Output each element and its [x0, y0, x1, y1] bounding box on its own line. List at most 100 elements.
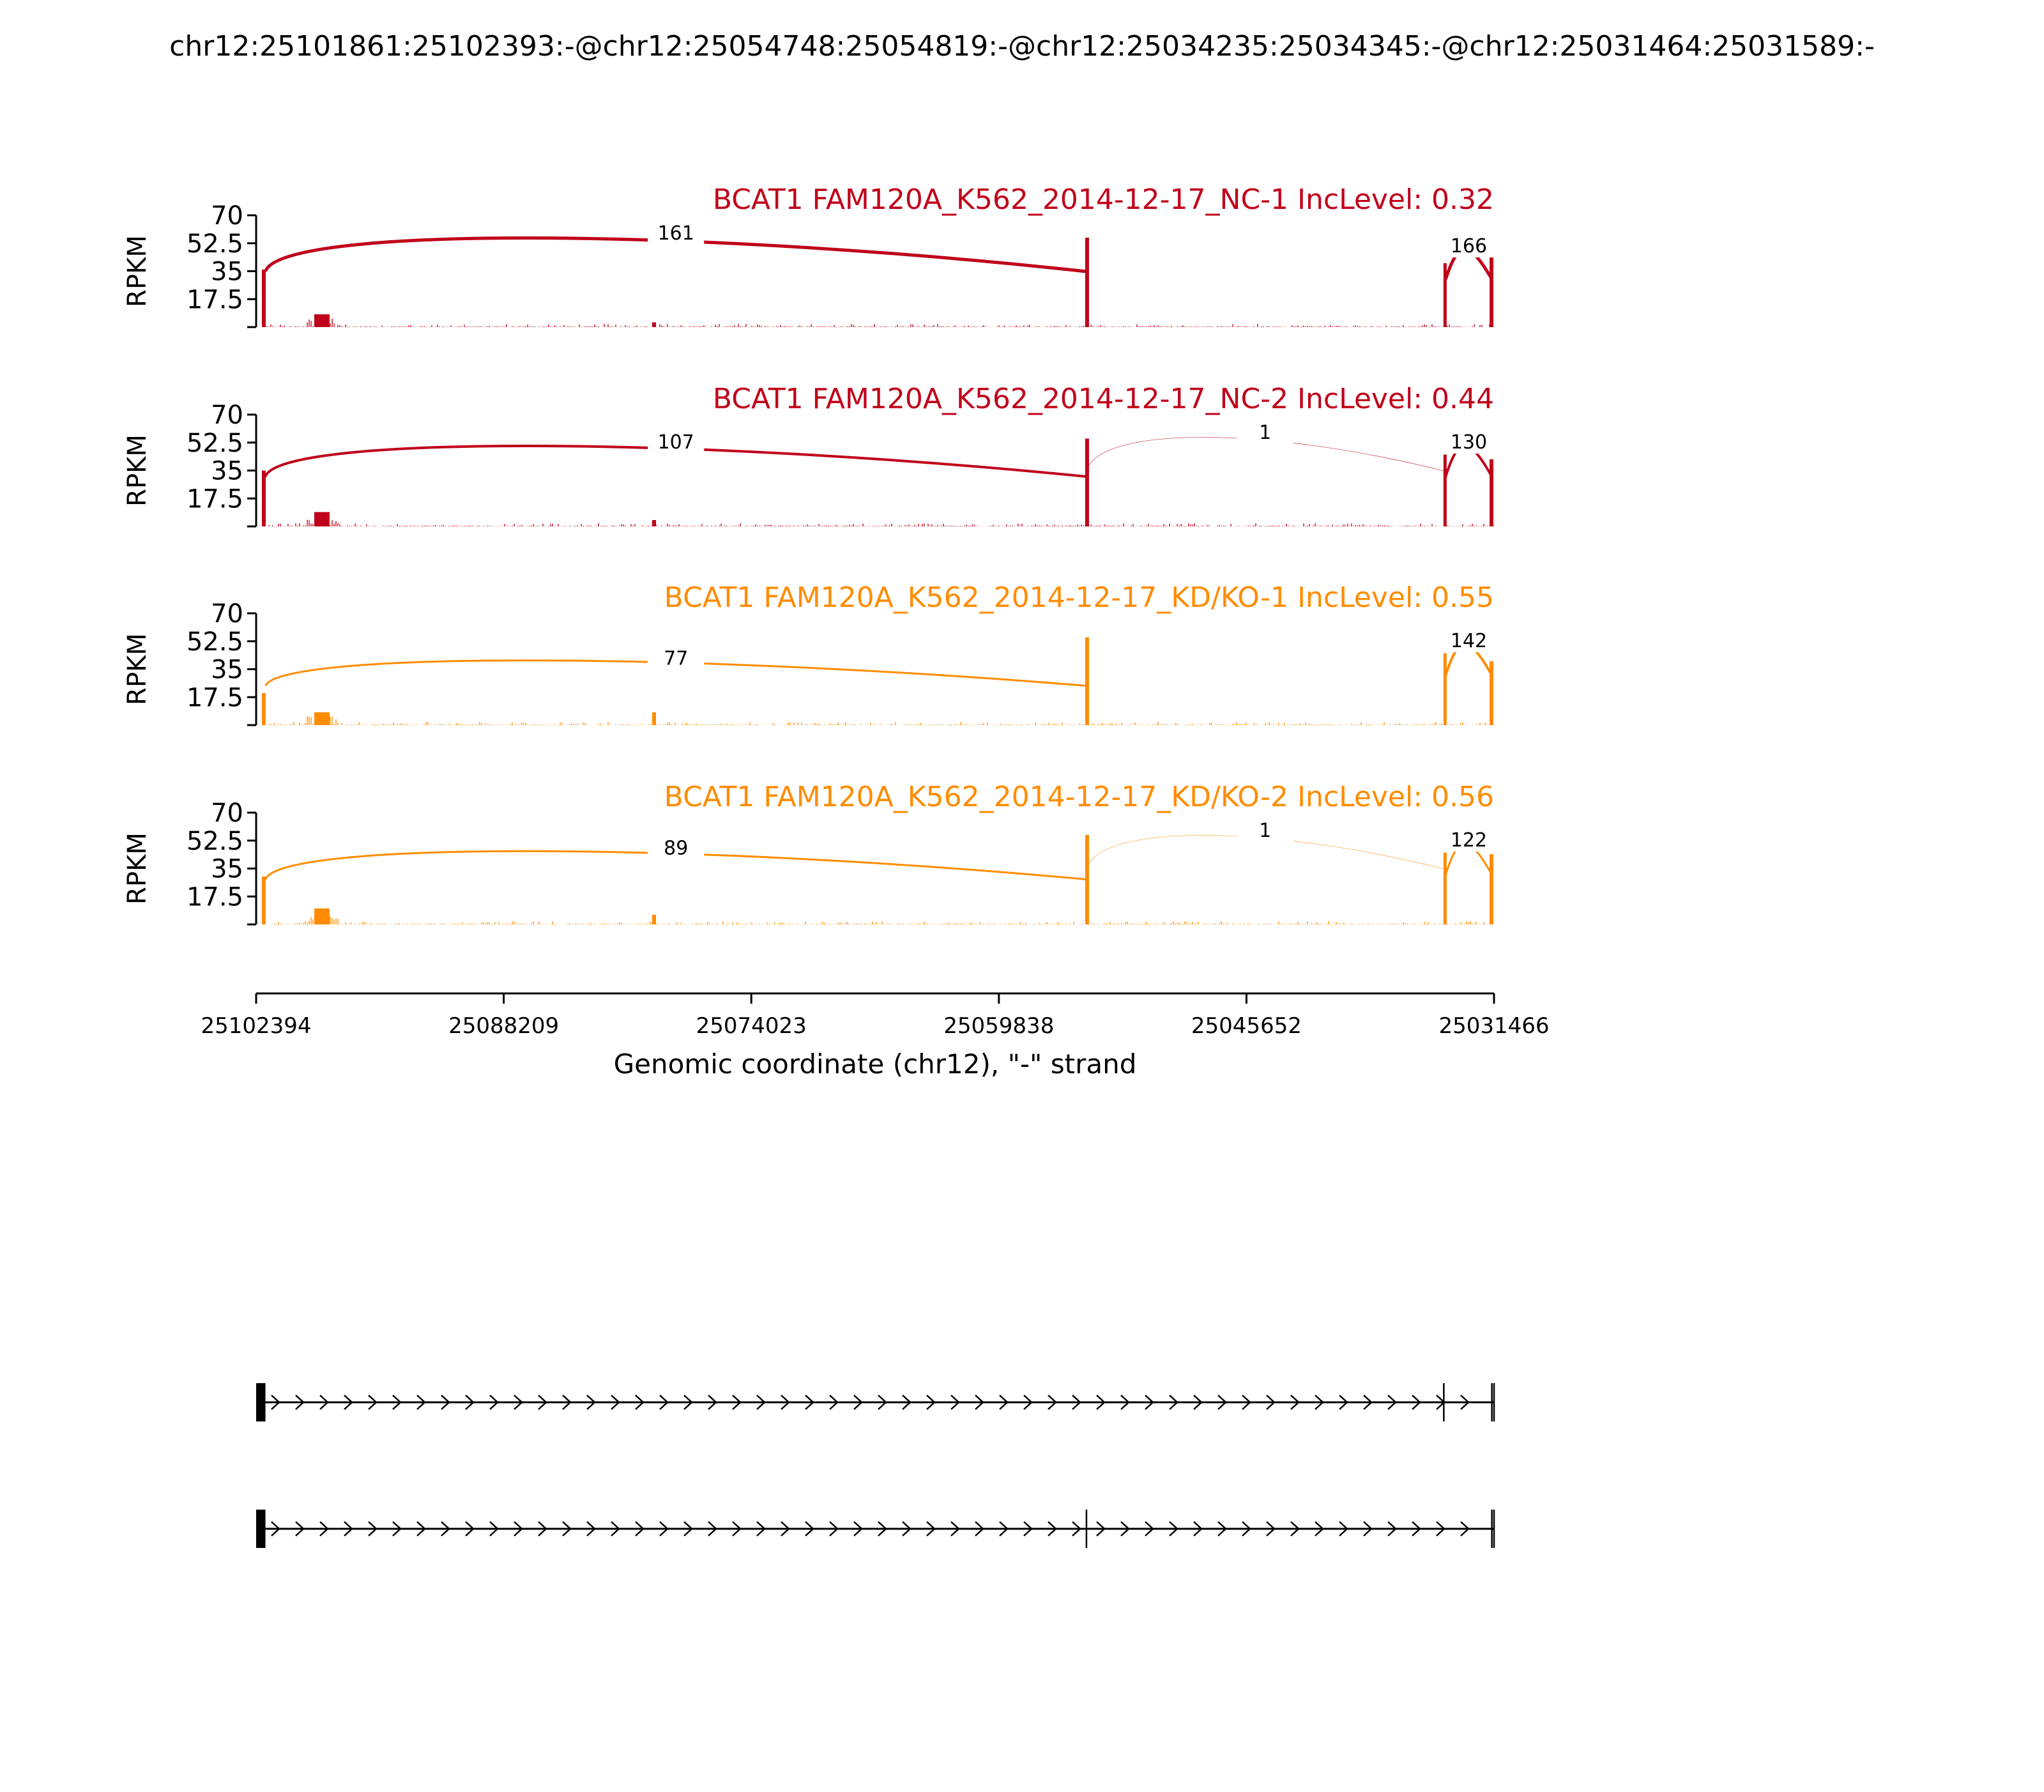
y-axis-label: RPKM	[123, 434, 152, 507]
x-tick-label: 25102394	[201, 1013, 311, 1039]
y-tick-label: 17.5	[187, 285, 243, 314]
coverage-peak-hump	[314, 512, 330, 526]
coverage-peak-hump	[314, 712, 330, 725]
strand-chevrons	[271, 1395, 1470, 1410]
coverage-peak-exon4	[1490, 255, 1493, 327]
x-tick-label: 25074023	[696, 1013, 807, 1039]
coverage-noise	[264, 716, 1494, 725]
junction-arc	[264, 850, 1087, 880]
coverage-peak-minor	[652, 915, 656, 924]
panel-label: BCAT1 FAM120A_K562_2014-12-17_KD/KO-2 In…	[664, 781, 1494, 813]
junction-count-label: 142	[1451, 630, 1487, 652]
isoform-tracks	[256, 1383, 1495, 1548]
y-tick-label: 17.5	[187, 484, 243, 514]
isoform-exon	[256, 1383, 266, 1421]
coverage-peak-exon1	[262, 270, 266, 327]
strand-chevrons	[271, 1521, 1470, 1536]
chart-title: chr12:25101861:25102393:-@chr12:25054748…	[169, 30, 1875, 63]
y-axis-label: RPKM	[123, 633, 152, 705]
x-axis-label: Genomic coordinate (chr12), "-" strand	[614, 1048, 1137, 1080]
y-tick-label: 35	[211, 257, 243, 287]
isoform-track-2	[256, 1510, 1495, 1548]
coverage-peak-exon2	[1085, 835, 1089, 924]
x-tick-label: 25088209	[448, 1013, 559, 1039]
coverage-noise	[264, 318, 1494, 327]
coverage-peak-minor	[652, 322, 656, 327]
junction-count-bg	[648, 219, 705, 245]
junction-count-label: 107	[658, 431, 694, 454]
coverage-peak-exon2	[1085, 438, 1089, 526]
y-tick-label: 52.5	[187, 429, 243, 458]
junction-count-label: 166	[1451, 235, 1487, 257]
junction-count-bg	[1440, 627, 1497, 652]
coverage-peak-exon1	[262, 877, 266, 924]
x-tick-label: 25059838	[943, 1013, 1054, 1039]
junction-count-label: 1	[1259, 820, 1271, 842]
coverage-peak-exon4	[1490, 661, 1493, 725]
y-axis-label: RPKM	[123, 235, 152, 307]
coverage-peak-exon2	[1085, 238, 1089, 327]
coverage-peak-exon3	[1443, 454, 1447, 526]
panel-label: BCAT1 FAM120A_K562_2014-12-17_NC-2 IncLe…	[713, 383, 1494, 415]
junction-count-bg	[1440, 232, 1497, 257]
coverage-peak-exon3	[1443, 263, 1447, 327]
junction-count-bg	[1237, 418, 1293, 444]
coverage-noise	[264, 916, 1494, 924]
coverage-peak-exon1	[262, 470, 266, 526]
junction-count-bg	[1237, 816, 1293, 842]
y-tick-label: 17.5	[187, 683, 243, 712]
junction-arc	[264, 236, 1087, 273]
junction-count-bg	[648, 834, 705, 860]
junction-count-label: 1	[1259, 422, 1271, 444]
junction-arc	[264, 659, 1087, 687]
coverage-peak-exon4	[1490, 854, 1493, 924]
coverage-peak-hump	[314, 314, 330, 327]
junction-arc	[264, 445, 1087, 478]
junction-count-bg	[1440, 428, 1497, 454]
y-tick-label: 35	[211, 655, 243, 685]
junction-count-label: 161	[658, 222, 694, 245]
junction-count-label: 89	[664, 838, 688, 860]
junction-count-label: 77	[664, 648, 688, 670]
coverage-peak-minor	[652, 712, 656, 725]
coverage-peak-exon3	[1443, 653, 1447, 725]
y-tick-label: 52.5	[187, 229, 243, 259]
coverage-peak-exon3	[1443, 852, 1447, 924]
coverage-peak-exon4	[1490, 459, 1493, 526]
y-tick-label: 52.5	[187, 627, 243, 657]
y-tick-label: 70	[211, 599, 243, 629]
isoform-track-1	[256, 1383, 1495, 1421]
y-tick-label: 70	[211, 799, 243, 828]
x-tick-label: 25031466	[1438, 1013, 1549, 1039]
panel-label: BCAT1 FAM120A_K562_2014-12-17_NC-1 IncLe…	[713, 183, 1494, 216]
junction-count-bg	[1440, 826, 1497, 852]
y-tick-label: 52.5	[187, 827, 243, 856]
y-tick-label: 35	[211, 855, 243, 884]
junction-count-bg	[648, 644, 705, 670]
coverage-noise	[264, 517, 1494, 526]
panel-label: BCAT1 FAM120A_K562_2014-12-17_KD/KO-1 In…	[664, 581, 1494, 614]
junction-arc	[1086, 437, 1444, 471]
coverage-peak-hump	[314, 908, 330, 924]
y-tick-label: 70	[211, 401, 243, 430]
y-tick-label: 35	[211, 457, 243, 486]
x-axis: 25102394 25088209 25074023 25059838 25045652…	[201, 992, 1550, 1080]
coverage-peak-exon2	[1085, 637, 1089, 725]
isoform-exon	[256, 1510, 266, 1548]
junction-count-bg	[648, 428, 705, 454]
junction-count-label: 130	[1451, 431, 1487, 454]
coverage-peak-minor	[652, 520, 656, 526]
x-tick-label: 25045652	[1191, 1013, 1302, 1039]
y-tick-label: 17.5	[187, 882, 243, 912]
junction-arc	[1086, 835, 1444, 869]
y-tick-label: 70	[211, 201, 243, 231]
y-axis-label: RPKM	[123, 832, 152, 905]
junction-count-label: 122	[1451, 829, 1487, 852]
